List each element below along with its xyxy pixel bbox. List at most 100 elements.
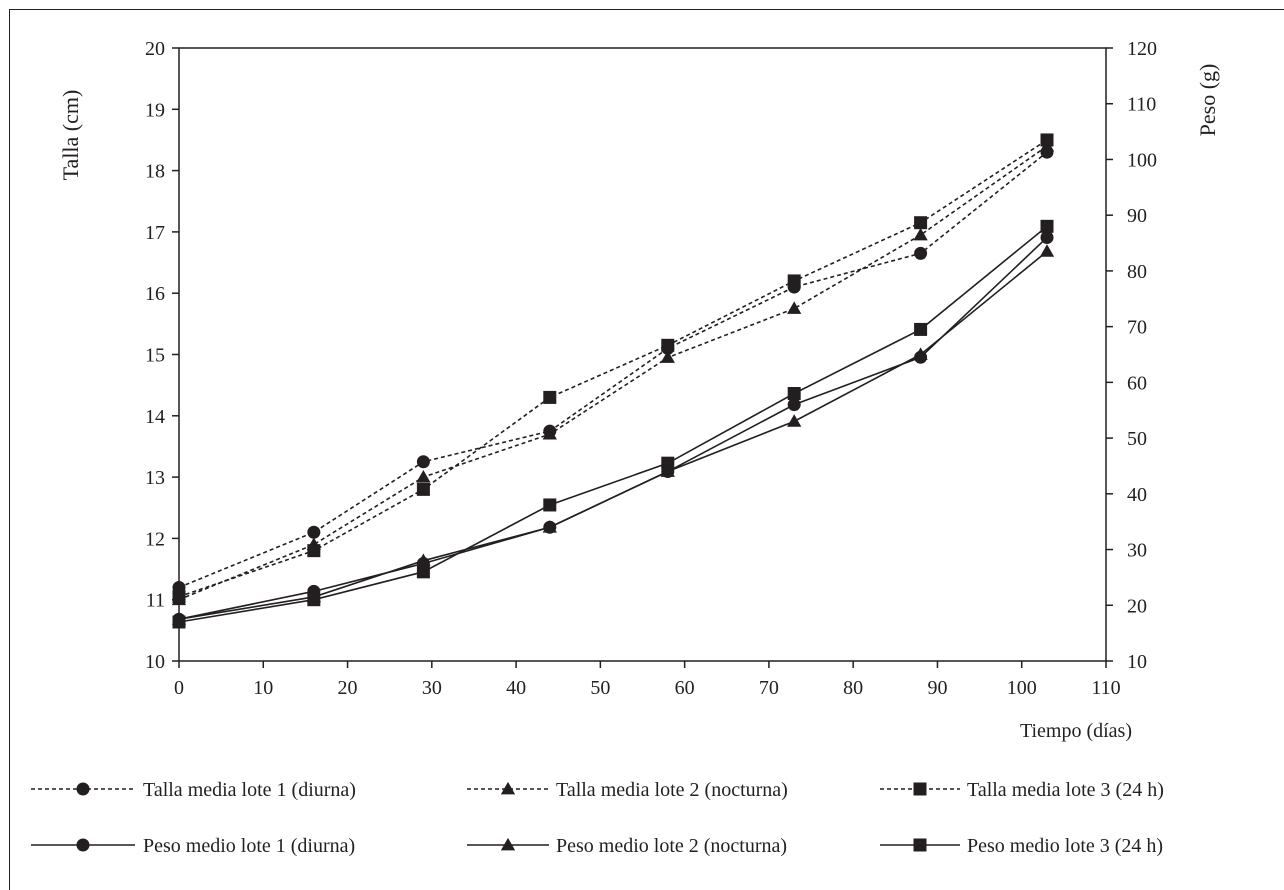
data-point-triangle — [660, 350, 675, 363]
legend-entry: Peso medio lote 2 (nocturna) — [467, 835, 787, 857]
data-point-triangle — [787, 414, 802, 427]
data-point-circle — [416, 455, 430, 469]
data-point-square — [307, 544, 321, 558]
legend-label: Talla media lote 1 (diurna) — [143, 779, 356, 801]
data-point-triangle — [542, 520, 557, 533]
y-right-tick-label: 120 — [1127, 38, 1157, 60]
legend-label: Talla media lote 2 (nocturna) — [556, 779, 788, 801]
x-tick-label: 30 — [422, 677, 442, 699]
x-tick-label: 60 — [675, 677, 695, 699]
data-point-triangle — [416, 469, 431, 483]
data-point-circle — [76, 838, 90, 852]
axes: 0 10 20 30 40 50 60 70 80 90 100 110 10 11 12 13 14 15 16 1… — [145, 38, 1157, 699]
series-line — [178, 145, 1048, 601]
y-left-tick-label: 17 — [145, 222, 165, 244]
data-point-square — [914, 322, 928, 336]
series-line — [178, 139, 1048, 598]
data-point-triangle — [913, 227, 928, 241]
series-line — [178, 225, 1048, 623]
legend-label: Peso medio lote 3 (24 h) — [967, 835, 1163, 857]
data-point-square — [787, 387, 801, 401]
y-left-tick-label: 16 — [145, 283, 165, 305]
legend-entry: Talla media lote 1 (diurna) — [31, 779, 356, 801]
x-tick-label: 20 — [338, 677, 358, 699]
series-3 — [172, 133, 1054, 604]
data-point-square — [416, 482, 430, 496]
x-tick-label: 0 — [174, 677, 184, 699]
data-point-triangle — [416, 553, 431, 567]
y-left-tick-label: 11 — [146, 590, 165, 612]
x-tick-label: 90 — [927, 677, 947, 699]
x-tick-label: 10 — [253, 677, 273, 699]
x-tick-label: 80 — [843, 677, 863, 699]
data-point-square — [1040, 219, 1054, 233]
x-tick-label: 40 — [506, 677, 526, 699]
data-point-square — [416, 565, 430, 579]
data-point-square — [307, 593, 321, 607]
y-right-tick-label: 40 — [1127, 484, 1147, 506]
y-right-tick-label: 60 — [1127, 372, 1147, 394]
series-2 — [171, 138, 1055, 606]
data-point-triangle — [913, 347, 928, 360]
y-left-tick-label: 12 — [145, 528, 165, 550]
y-left-tick-label: 15 — [145, 345, 165, 367]
data-point-circle — [307, 525, 321, 539]
legend-entry: Talla media lote 2 (nocturna) — [467, 779, 788, 801]
data-point-circle — [914, 246, 928, 260]
data-point-triangle — [500, 781, 516, 795]
series-4 — [172, 230, 1054, 626]
chart-frame — [9, 9, 1284, 890]
y-left-tick-label: 14 — [145, 406, 165, 428]
data-point-circle — [787, 398, 801, 412]
legend-entry: Talla media lote 3 (24 h) — [880, 779, 1164, 801]
plot-area-border — [178, 47, 1107, 662]
x-tick-label: 110 — [1091, 677, 1120, 699]
legend-label: Peso medio lote 2 (nocturna) — [556, 835, 787, 857]
y-left-tick-label: 20 — [145, 38, 165, 60]
y-left-tick-label: 18 — [145, 161, 165, 183]
data-point-square — [914, 216, 928, 230]
y-right-tick-label: 110 — [1127, 94, 1156, 116]
y-right-tick-label: 30 — [1127, 540, 1147, 562]
data-point-circle — [76, 782, 90, 796]
legend-entry: Peso medio lote 1 (diurna) — [31, 835, 355, 857]
series-line — [178, 250, 1048, 620]
series-line — [178, 236, 1048, 620]
data-point-square — [787, 274, 801, 288]
series-layer — [171, 133, 1055, 629]
y-left-tick-label: 10 — [145, 651, 165, 673]
y-axis-right-label: Peso (g) — [1195, 64, 1220, 137]
series-6 — [172, 219, 1054, 629]
y-right-tick-label: 10 — [1127, 651, 1147, 673]
data-point-triangle — [1039, 244, 1055, 257]
data-point-triangle — [542, 427, 557, 440]
data-point-triangle — [660, 464, 675, 477]
y-left-tick-label: 13 — [145, 467, 165, 489]
data-point-square — [661, 456, 675, 470]
y-right-tick-label: 70 — [1127, 317, 1147, 339]
y-axis-left-label: Talla (cm) — [58, 90, 83, 181]
series-5 — [171, 244, 1055, 625]
y-right-tick-label: 90 — [1127, 205, 1147, 227]
x-tick-label: 50 — [590, 677, 610, 699]
data-point-square — [661, 338, 675, 352]
y-right-tick-label: 100 — [1127, 149, 1157, 171]
data-point-square — [913, 838, 927, 852]
data-point-square — [172, 615, 186, 629]
data-point-square — [913, 782, 927, 796]
data-point-circle — [1040, 230, 1054, 244]
y-right-tick-label: 50 — [1127, 428, 1147, 450]
legend: Talla media lote 1 (diurna) Talla media l… — [31, 779, 1164, 857]
data-point-square — [1040, 133, 1054, 147]
legend-entry: Peso medio lote 3 (24 h) — [880, 835, 1163, 857]
legend-label: Talla media lote 3 (24 h) — [967, 779, 1164, 801]
data-point-triangle — [500, 837, 516, 851]
x-tick-label: 70 — [759, 677, 779, 699]
y-left-tick-label: 19 — [145, 99, 165, 121]
y-right-tick-label: 20 — [1127, 595, 1147, 617]
legend-label: Peso medio lote 1 (diurna) — [143, 835, 355, 857]
x-tick-label: 100 — [1007, 677, 1037, 699]
series-line — [178, 151, 1048, 589]
y-right-tick-label: 80 — [1127, 261, 1147, 283]
